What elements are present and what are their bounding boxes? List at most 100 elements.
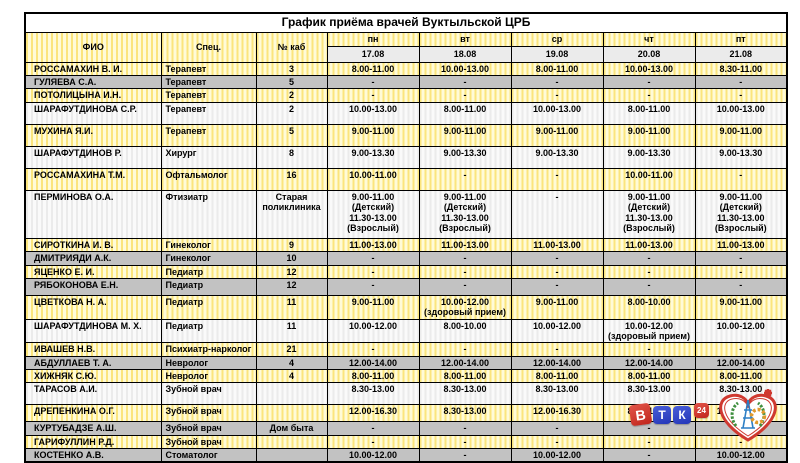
doctor-name-cell: ЦВЕТКОВА Н. А.	[24, 294, 162, 320]
day-header-чт: чт	[602, 31, 696, 47]
doctor-name-cell: МУХИНА Я.И.	[24, 123, 162, 147]
doctor-row: ИВАШЕВ Н.В. Психиатр-нарколог 21- - - - -	[24, 342, 788, 357]
doctor-row: ШАРАФУТДИНОВ Р. Хирург 8 9.00-13.30 9.00-13.…	[24, 145, 788, 169]
time-cell: -	[418, 447, 512, 463]
time-cell: 11.00-13.00	[510, 237, 604, 253]
time-cell: 8.00-11.00	[418, 101, 512, 125]
vtk-letter-v: В	[628, 402, 653, 427]
doctor-row: ТАРАСОВ А.И. Зубной врач 8.30-13.00 8.30-13…	[24, 382, 788, 406]
specialty-cell: Невролог	[160, 355, 257, 370]
specialty-cell: Педиатр	[160, 277, 257, 296]
time-cell: -	[602, 75, 696, 90]
doctor-row: РЯБОКОНОВА Е.Н. Педиатр 12- - - - -	[24, 277, 788, 296]
heart-inner-line	[724, 398, 772, 437]
specialty-cell: Терапевт	[160, 101, 257, 125]
cabinet-cell: 4	[255, 355, 328, 370]
time-cell: -	[418, 342, 512, 357]
specialty-cell: Гинеколог	[160, 237, 257, 253]
time-cell: 10.00-12.00 (здоровый прием)	[602, 318, 696, 344]
time-cell: -	[510, 189, 604, 239]
column-header-kab: № каб	[255, 31, 328, 63]
doctor-name-cell: ХИЖНЯК С.Ю.	[24, 368, 162, 384]
time-cell: 9.00-11.00 (Детский) 11.30-13.00 (Взросл…	[694, 189, 788, 239]
doctor-row: РОССАМАХИН В. И. Терапевт 3 8.00-11.00 10.00…	[24, 61, 788, 77]
cabinet-cell: 3	[255, 61, 328, 77]
time-cell: -	[694, 277, 788, 296]
day-header-ср: ср	[510, 31, 604, 47]
cabinet-cell: 5	[255, 75, 328, 90]
time-cell: 11.00-13.00	[694, 237, 788, 253]
time-cell: -	[326, 434, 420, 449]
time-cell: 10.00-13.00	[602, 61, 696, 77]
time-cell: -	[694, 251, 788, 266]
time-cell: -	[326, 421, 420, 436]
doctor-row: АБДУЛЛАЕВ Т. А. Невролог 4 12.00-14.00 12.00…	[24, 355, 788, 370]
time-cell: 8.30-11.00	[694, 61, 788, 77]
time-cell: -	[418, 251, 512, 266]
time-cell: 10.00-12.00	[510, 318, 604, 344]
page-title: График приёма врачей Вуктыльской ЦРБ	[24, 12, 788, 33]
time-cell: 10.00-13.00	[326, 101, 420, 125]
doctor-name-cell: СИРОТКИНА И. В.	[24, 237, 162, 253]
cabinet-cell: 21	[255, 342, 328, 357]
wreath-left-branch	[730, 401, 739, 427]
cabinet-cell: Старая поликлиника	[255, 189, 328, 239]
doctor-row: ПОТОЛИЦЫНА И.Н. Терапевт 2- - - - -	[24, 88, 788, 103]
doctor-row: ЦВЕТКОВА Н. А. Педиатр 11 9.00-11.00 10.00-1…	[24, 294, 788, 320]
doctor-row: РОССАМАХИНА Т.М. Офтальмолог 16 10.00-11.00…	[24, 167, 788, 191]
time-cell: -	[510, 75, 604, 90]
time-cell: 10.00-13.00	[418, 61, 512, 77]
doctor-name-cell: РОССАМАХИНА Т.М.	[24, 167, 162, 191]
time-cell: 8.30-13.00	[418, 404, 512, 423]
doctor-name-cell: РОССАМАХИН В. И.	[24, 61, 162, 77]
time-cell: -	[510, 264, 604, 279]
time-cell: 9.00-11.00	[418, 123, 512, 147]
specialty-cell: Педиатр	[160, 318, 257, 344]
doctors-schedule-table: График приёма врачей Вуктыльской ЦРБ ФИО…	[24, 12, 789, 463]
time-cell: 10.00-11.00	[602, 167, 696, 191]
time-cell: -	[694, 264, 788, 279]
doctor-row: ХИЖНЯК С.Ю. Невролог 4 8.00-11.00 8.00-11.00…	[24, 368, 788, 384]
doctor-name-cell: ТАРАСОВ А.И.	[24, 382, 162, 406]
time-cell: 8.30-13.00	[510, 382, 604, 406]
time-cell: 9.00-11.00	[326, 123, 420, 147]
time-cell: -	[418, 167, 512, 191]
time-cell: 11.00-13.00	[418, 237, 512, 253]
vtk-letter-k: К	[673, 406, 691, 424]
time-cell: 10.00-12.00	[326, 447, 420, 463]
time-cell: 10.00-12.00 (здоровый прием)	[418, 294, 512, 320]
doctor-row: ДМИТРИЯДИ А.К. Гинеколог 10- - - - -	[24, 251, 788, 266]
cabinet-cell: 12	[255, 264, 328, 279]
doctor-row: СИРОТКИНА И. В. Гинеколог 9 11.00-13.00 11.0…	[24, 237, 788, 253]
time-cell: 9.00-11.00 (Детский) 11.30-13.00 (Взросл…	[602, 189, 696, 239]
doctor-name-cell: КУРТУБАДЗЕ А.Ш.	[24, 421, 162, 436]
header-days-row: ФИО Спец. № каб пн вт ср чт пт	[24, 31, 788, 63]
vtk-letter-t: Т	[653, 406, 671, 424]
time-cell: -	[326, 264, 420, 279]
time-cell: 9.00-11.00 (Детский) 11.30-13.00 (Взросл…	[418, 189, 512, 239]
cabinet-cell	[255, 447, 328, 463]
cabinet-cell: Дом быта	[255, 421, 328, 436]
doctor-name-cell: ГУЛЯЕВА С.А.	[24, 75, 162, 90]
time-cell: 10.00-12.00	[326, 318, 420, 344]
time-cell: 10.00-13.00	[694, 101, 788, 125]
specialty-cell: Хирург	[160, 145, 257, 169]
time-cell: 9.00-13.30	[326, 145, 420, 169]
doctor-row: ШАРАФУТДИНОВА С.Р. Терапевт 2 10.00-13.00 8.…	[24, 101, 788, 125]
time-cell: 12.00-14.00	[510, 355, 604, 370]
time-cell: -	[326, 342, 420, 357]
doctor-name-cell: КОСТЕНКО А.В.	[24, 447, 162, 463]
doctor-name-cell: ШАРАФУТДИНОВА М. Х.	[24, 318, 162, 344]
cabinet-cell: 8	[255, 145, 328, 169]
specialty-cell: Невролог	[160, 368, 257, 384]
cabinet-cell: 10	[255, 251, 328, 266]
time-cell: 8.00-11.00	[510, 368, 604, 384]
time-cell: -	[326, 277, 420, 296]
specialty-cell: Зубной врач	[160, 382, 257, 406]
time-cell: 8.00-11.00	[694, 368, 788, 384]
specialty-cell: Терапевт	[160, 61, 257, 77]
time-cell: -	[510, 342, 604, 357]
time-cell: 10.00-12.00	[510, 447, 604, 463]
specialty-cell: Зубной врач	[160, 434, 257, 449]
time-cell: 12.00-14.00	[418, 355, 512, 370]
